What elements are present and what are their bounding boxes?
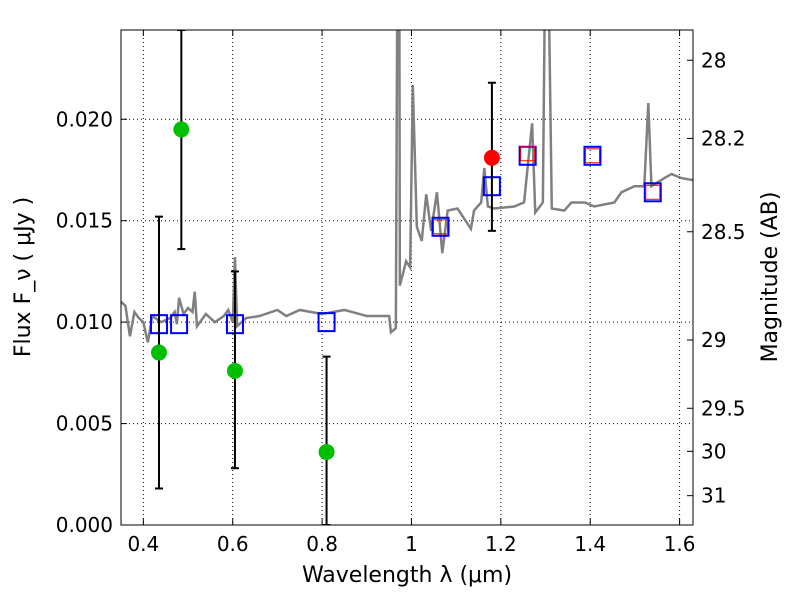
- grid: [121, 30, 693, 526]
- red-square-marker: [584, 148, 600, 164]
- blue-square-marker: [431, 216, 450, 237]
- red-square-marker: [645, 184, 661, 200]
- x-tick-label: 0.6: [217, 532, 249, 556]
- x-tick-label: 1.4: [574, 532, 606, 556]
- right-axis-label: Magnitude (AB): [758, 192, 783, 363]
- red-point: [483, 149, 500, 166]
- blue-square-marker: [317, 312, 336, 333]
- green-point: [318, 443, 335, 460]
- axes: 0.4 0.6 0.8 1 1.2 1.4 1.6 0.000 0.005 0.010 0.015 0…: [56, 30, 746, 556]
- y-tick-label: 0.015: [56, 209, 113, 233]
- y-tick-label: 0.005: [56, 412, 113, 436]
- blue-square-marker: [170, 314, 189, 335]
- green-point: [150, 344, 167, 361]
- spectrum-line: [121, 30, 693, 343]
- x-tick-label: 0.8: [306, 532, 338, 556]
- y-tick-label: 0.020: [56, 107, 113, 131]
- right-tick-label: 29: [701, 328, 726, 352]
- blue-square-marker: [643, 182, 662, 203]
- x-tick-label: 1: [405, 532, 418, 556]
- x-axis-label: Wavelength λ (μm): [302, 563, 512, 588]
- x-tick-label: 0.4: [127, 532, 159, 556]
- plot-area: [121, 30, 693, 525]
- x-tick-label: 1.2: [485, 532, 517, 556]
- right-tick-label: 30: [701, 439, 726, 463]
- red-square-marker: [520, 146, 536, 162]
- right-tick-label: 29.5: [701, 396, 746, 420]
- plot-frame: [120, 29, 694, 526]
- right-tick-label: 31: [701, 484, 726, 508]
- blue-square-marker: [583, 145, 602, 166]
- y-tick-label: 0.000: [56, 513, 113, 537]
- right-tick-label: 28.5: [701, 220, 746, 244]
- green-point: [226, 362, 243, 379]
- y-tick-label: 0.010: [56, 310, 113, 334]
- green-point: [173, 121, 190, 138]
- red-square-marker: [433, 219, 449, 235]
- right-tick-label: 28: [701, 48, 726, 72]
- x-tick-label: 1.6: [664, 532, 696, 556]
- right-tick-label: 28.2: [701, 126, 746, 150]
- y-axis-label: Flux F_ν ( μJy ): [11, 197, 36, 357]
